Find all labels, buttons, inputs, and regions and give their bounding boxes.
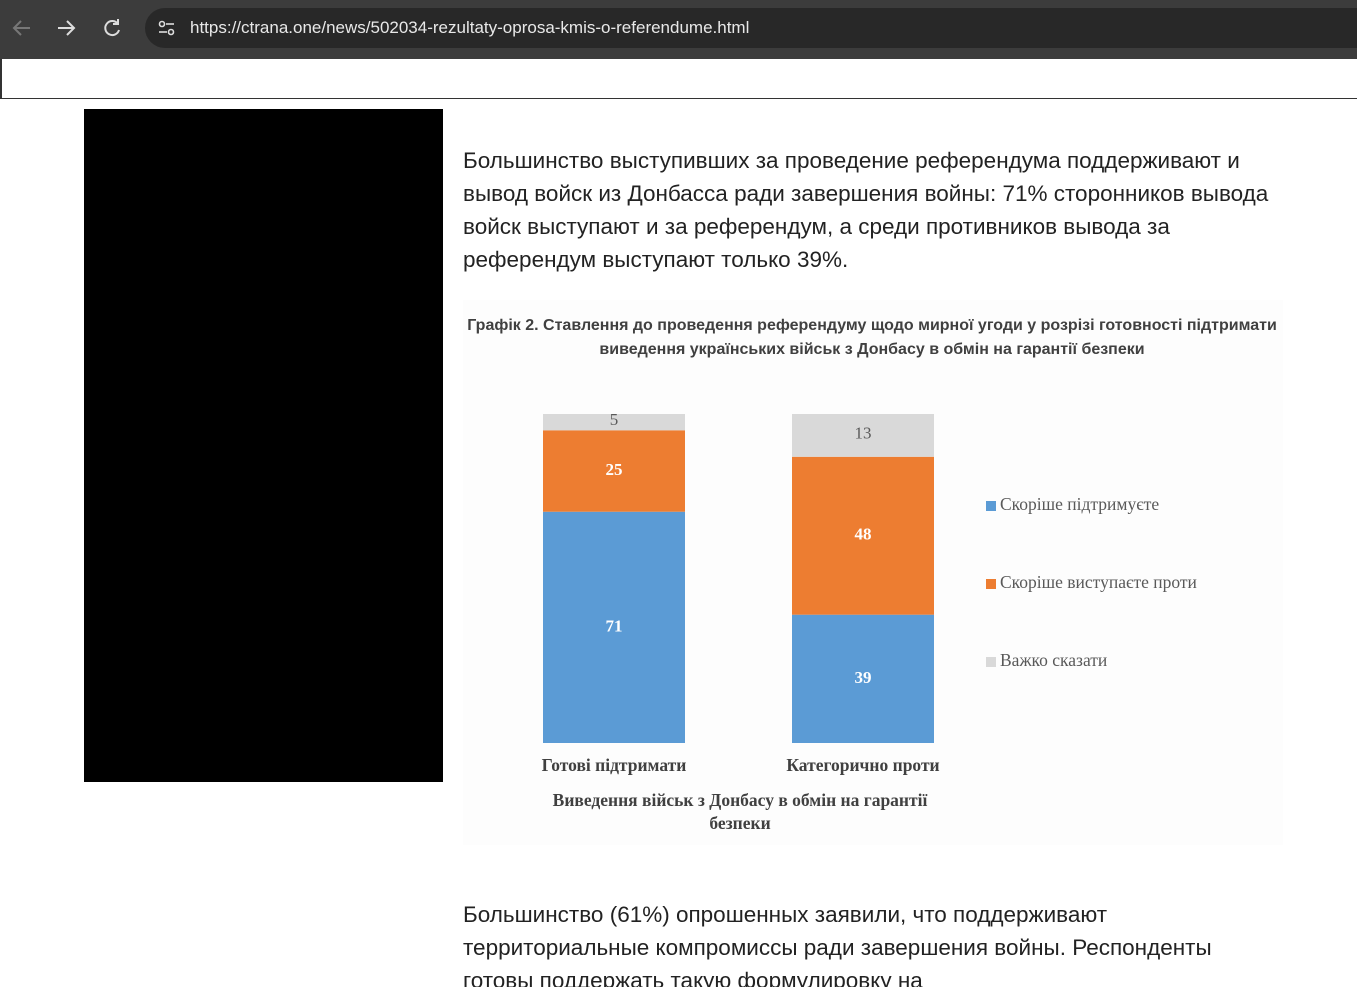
- legend-swatch: [986, 579, 996, 589]
- legend-label: Скоріше підтримуєте: [1000, 494, 1159, 514]
- legend-swatch: [986, 657, 996, 667]
- data-label: 13: [855, 423, 872, 442]
- x-tick-label: Готові підтримати: [542, 755, 687, 775]
- bar-segment: [792, 614, 934, 743]
- bar-segment: [543, 430, 685, 512]
- data-label: 71: [606, 616, 623, 635]
- chart-image: Графік 2. Ставлення до проведення рефере…: [463, 300, 1283, 845]
- address-bar[interactable]: [145, 8, 1357, 48]
- bar-segment: [792, 414, 934, 457]
- redacted-area: [84, 109, 443, 782]
- data-label: 25: [606, 460, 623, 479]
- x-tick-label: Категорично проти: [786, 755, 939, 775]
- bar-segment: [543, 414, 685, 431]
- bar-segment: [543, 511, 685, 743]
- x-axis-title: Виведення військ з Донбасу в обмін на га…: [552, 790, 928, 833]
- forward-button[interactable]: [58, 20, 76, 36]
- legend-label: Важко сказати: [1000, 650, 1107, 670]
- nav-icons: [12, 19, 120, 37]
- browser-toolbar: https://ctrana.one/news/502034-rezultaty…: [0, 0, 1357, 59]
- legend-label: Скоріше виступаєте проти: [1000, 572, 1197, 592]
- site-info-icon[interactable]: [155, 16, 179, 40]
- chart-title: Графік 2. Ставлення до проведення рефере…: [467, 317, 1277, 358]
- data-label: 48: [855, 525, 872, 544]
- paragraph: Большинство (61%) опрошенных заявили, чт…: [463, 902, 1212, 987]
- url-text[interactable]: https://ctrana.one/news/502034-rezultaty…: [190, 18, 750, 37]
- data-label: 39: [855, 668, 872, 687]
- page-strip: [0, 59, 1357, 99]
- data-label: 5: [610, 410, 619, 429]
- reload-button[interactable]: [104, 19, 120, 37]
- legend-swatch: [986, 501, 996, 511]
- chart: 71 25 5 Готові підтримати 39 48 13 Категорично …: [542, 410, 1197, 775]
- bar-segment: [792, 456, 934, 615]
- back-button[interactable]: [12, 20, 30, 36]
- paragraph: Большинство выступивших за проведение ре…: [463, 148, 1269, 272]
